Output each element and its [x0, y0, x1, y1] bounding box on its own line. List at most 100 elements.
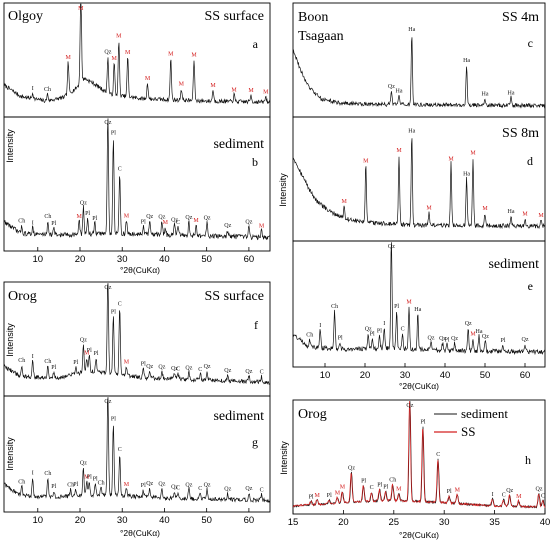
- x-tick-label-e-5: 60: [520, 370, 531, 381]
- peak-label-g-8: Pl: [87, 474, 92, 480]
- x-tick-label-h-4: 35: [489, 517, 500, 528]
- peak-label-g-1: I: [32, 471, 34, 477]
- peak-label-g-6: Qz: [80, 461, 87, 467]
- x-tick-label-g-2: 30: [117, 515, 128, 526]
- panel-d: M M M Ha M M Ha M M Ha M M SS 8m d: [292, 116, 546, 242]
- x-tick-label-e-1: 20: [360, 370, 371, 381]
- peak-label-f-2: Ch: [44, 359, 51, 365]
- peak-label-e-7: I: [383, 321, 385, 327]
- peak-label-f-9: Qz: [104, 285, 111, 291]
- panel-g-frame: [3, 395, 271, 513]
- x-tick-label-b-1: 20: [75, 254, 86, 265]
- x-tick-label-h-1: 20: [338, 517, 349, 528]
- panel-b-frame: [3, 116, 271, 252]
- peak-label-e-6: Pl: [377, 329, 382, 335]
- peak-label-h-15: Pl: [447, 489, 452, 495]
- group-label-orog: Orog: [8, 289, 37, 304]
- peak-label-d-0: M: [342, 199, 348, 205]
- peak-label-g-0: Ch: [18, 480, 25, 486]
- peak-label-g-19: C: [176, 486, 180, 492]
- ylabel-g: Intensity: [5, 437, 15, 471]
- peak-label-f-3: Pl: [51, 365, 56, 371]
- legend-label-ss: SS: [461, 424, 475, 439]
- peak-label-b-12: Pl: [141, 219, 146, 225]
- peak-label-f-11: C: [118, 301, 122, 307]
- panel-c-sample: SS 4m: [502, 10, 539, 25]
- peak-label-g-5: Pl: [73, 482, 78, 488]
- peak-label-g-21: C: [198, 486, 202, 492]
- panel-g-xlabel: °2θ(CuKα): [120, 528, 160, 538]
- panel-b-xlabel: °2θ(CuKα): [120, 265, 160, 275]
- peak-label-h-5: Qz: [348, 466, 355, 472]
- x-tick-label-g-1: 20: [75, 515, 86, 526]
- peak-label-a-0: I: [32, 86, 34, 92]
- peak-label-c-0: Qz: [388, 84, 395, 90]
- peak-label-b-16: Qz: [171, 218, 178, 224]
- peak-label-d-5: M: [448, 156, 454, 162]
- peak-label-a-2: M: [66, 55, 72, 61]
- peak-label-f-16: Qz: [171, 366, 178, 372]
- peak-label-g-16: Qz: [146, 481, 153, 487]
- peak-label-c-3: Ha: [463, 58, 470, 64]
- group-label-olgoy: Olgoy: [8, 9, 43, 24]
- peak-label-e-10: C: [401, 327, 405, 333]
- peak-label-d-9: Ha: [508, 209, 515, 215]
- peak-label-f-22: Qz: [245, 369, 252, 375]
- xrd-trace-f: [3, 283, 271, 385]
- peak-label-e-9: Pl: [394, 304, 399, 310]
- xrd-trace-g: [3, 397, 271, 504]
- peak-label-g-11: Qz: [104, 399, 111, 405]
- peak-label-e-21: Pl: [500, 338, 505, 344]
- peak-label-e-13: Qz: [428, 336, 435, 342]
- panel-g-sample: sediment: [213, 409, 264, 424]
- peak-label-b-7: Pl: [92, 216, 97, 222]
- peak-label-e-15: Pl: [444, 337, 449, 343]
- panel-g-letter: g: [252, 435, 258, 449]
- peak-label-a-8: M: [145, 76, 151, 82]
- peak-label-b-3: Pl: [51, 221, 56, 227]
- peak-label-e-3: Pl: [338, 336, 343, 342]
- peak-label-b-18: Qz: [185, 215, 192, 221]
- panel-h-xlabel: °2θ(CuKα): [399, 530, 439, 540]
- peak-label-h-22: C: [541, 493, 545, 499]
- panel-b-letter: b: [252, 155, 258, 169]
- peak-label-b-1: I: [32, 220, 34, 226]
- peak-label-d-10: M: [522, 212, 528, 218]
- x-tick-label-e-0: 10: [320, 370, 331, 381]
- peak-label-b-6: Pl: [85, 211, 90, 217]
- peak-label-d-3: Ha: [408, 129, 415, 135]
- peak-label-f-20: Qz: [204, 364, 211, 370]
- peak-label-g-2: Ch: [44, 471, 51, 477]
- peak-label-h-8: Pl: [377, 483, 382, 489]
- peak-label-h-3: M: [335, 490, 341, 496]
- x-tick-label-e-2: 30: [400, 370, 411, 381]
- peak-label-g-3: Pl: [51, 484, 56, 490]
- xrd-trace-b: [3, 118, 271, 241]
- peak-label-a-14: M: [248, 88, 254, 94]
- peak-label-b-10: C: [118, 167, 122, 173]
- peak-label-e-20: Qz: [482, 334, 489, 340]
- peak-label-g-25: C: [260, 487, 264, 493]
- peak-label-b-9: Pl: [111, 130, 116, 136]
- peak-label-h-18: C: [502, 492, 506, 498]
- group-label-orog-h: Orog: [298, 407, 327, 422]
- xrd-trace-e: [292, 242, 546, 356]
- peak-label-g-20: Qz: [185, 482, 192, 488]
- x-tick-label-b-3: 40: [159, 254, 170, 265]
- peak-label-e-17: Qz: [465, 321, 472, 327]
- ylabel-ab: Intensity: [5, 129, 15, 163]
- x-tick-label-b-4: 50: [201, 254, 212, 265]
- peak-label-f-15: Qz: [158, 365, 165, 371]
- group-label-boon-1: Boon: [298, 10, 328, 25]
- peak-label-f-10: Pl: [111, 310, 116, 316]
- x-tick-label-g-0: 10: [32, 515, 43, 526]
- x-tick-label-h-0: 15: [288, 517, 299, 528]
- peak-label-g-14: M: [124, 482, 130, 488]
- peak-label-d-6: Ha: [463, 171, 470, 177]
- x-tick-label-b-5: 60: [244, 254, 255, 265]
- peak-label-f-21: Qz: [224, 368, 231, 374]
- x-tick-label-e-4: 50: [480, 370, 491, 381]
